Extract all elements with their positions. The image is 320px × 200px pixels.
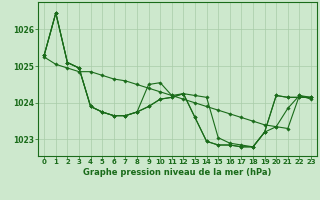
X-axis label: Graphe pression niveau de la mer (hPa): Graphe pression niveau de la mer (hPa) [84,168,272,177]
